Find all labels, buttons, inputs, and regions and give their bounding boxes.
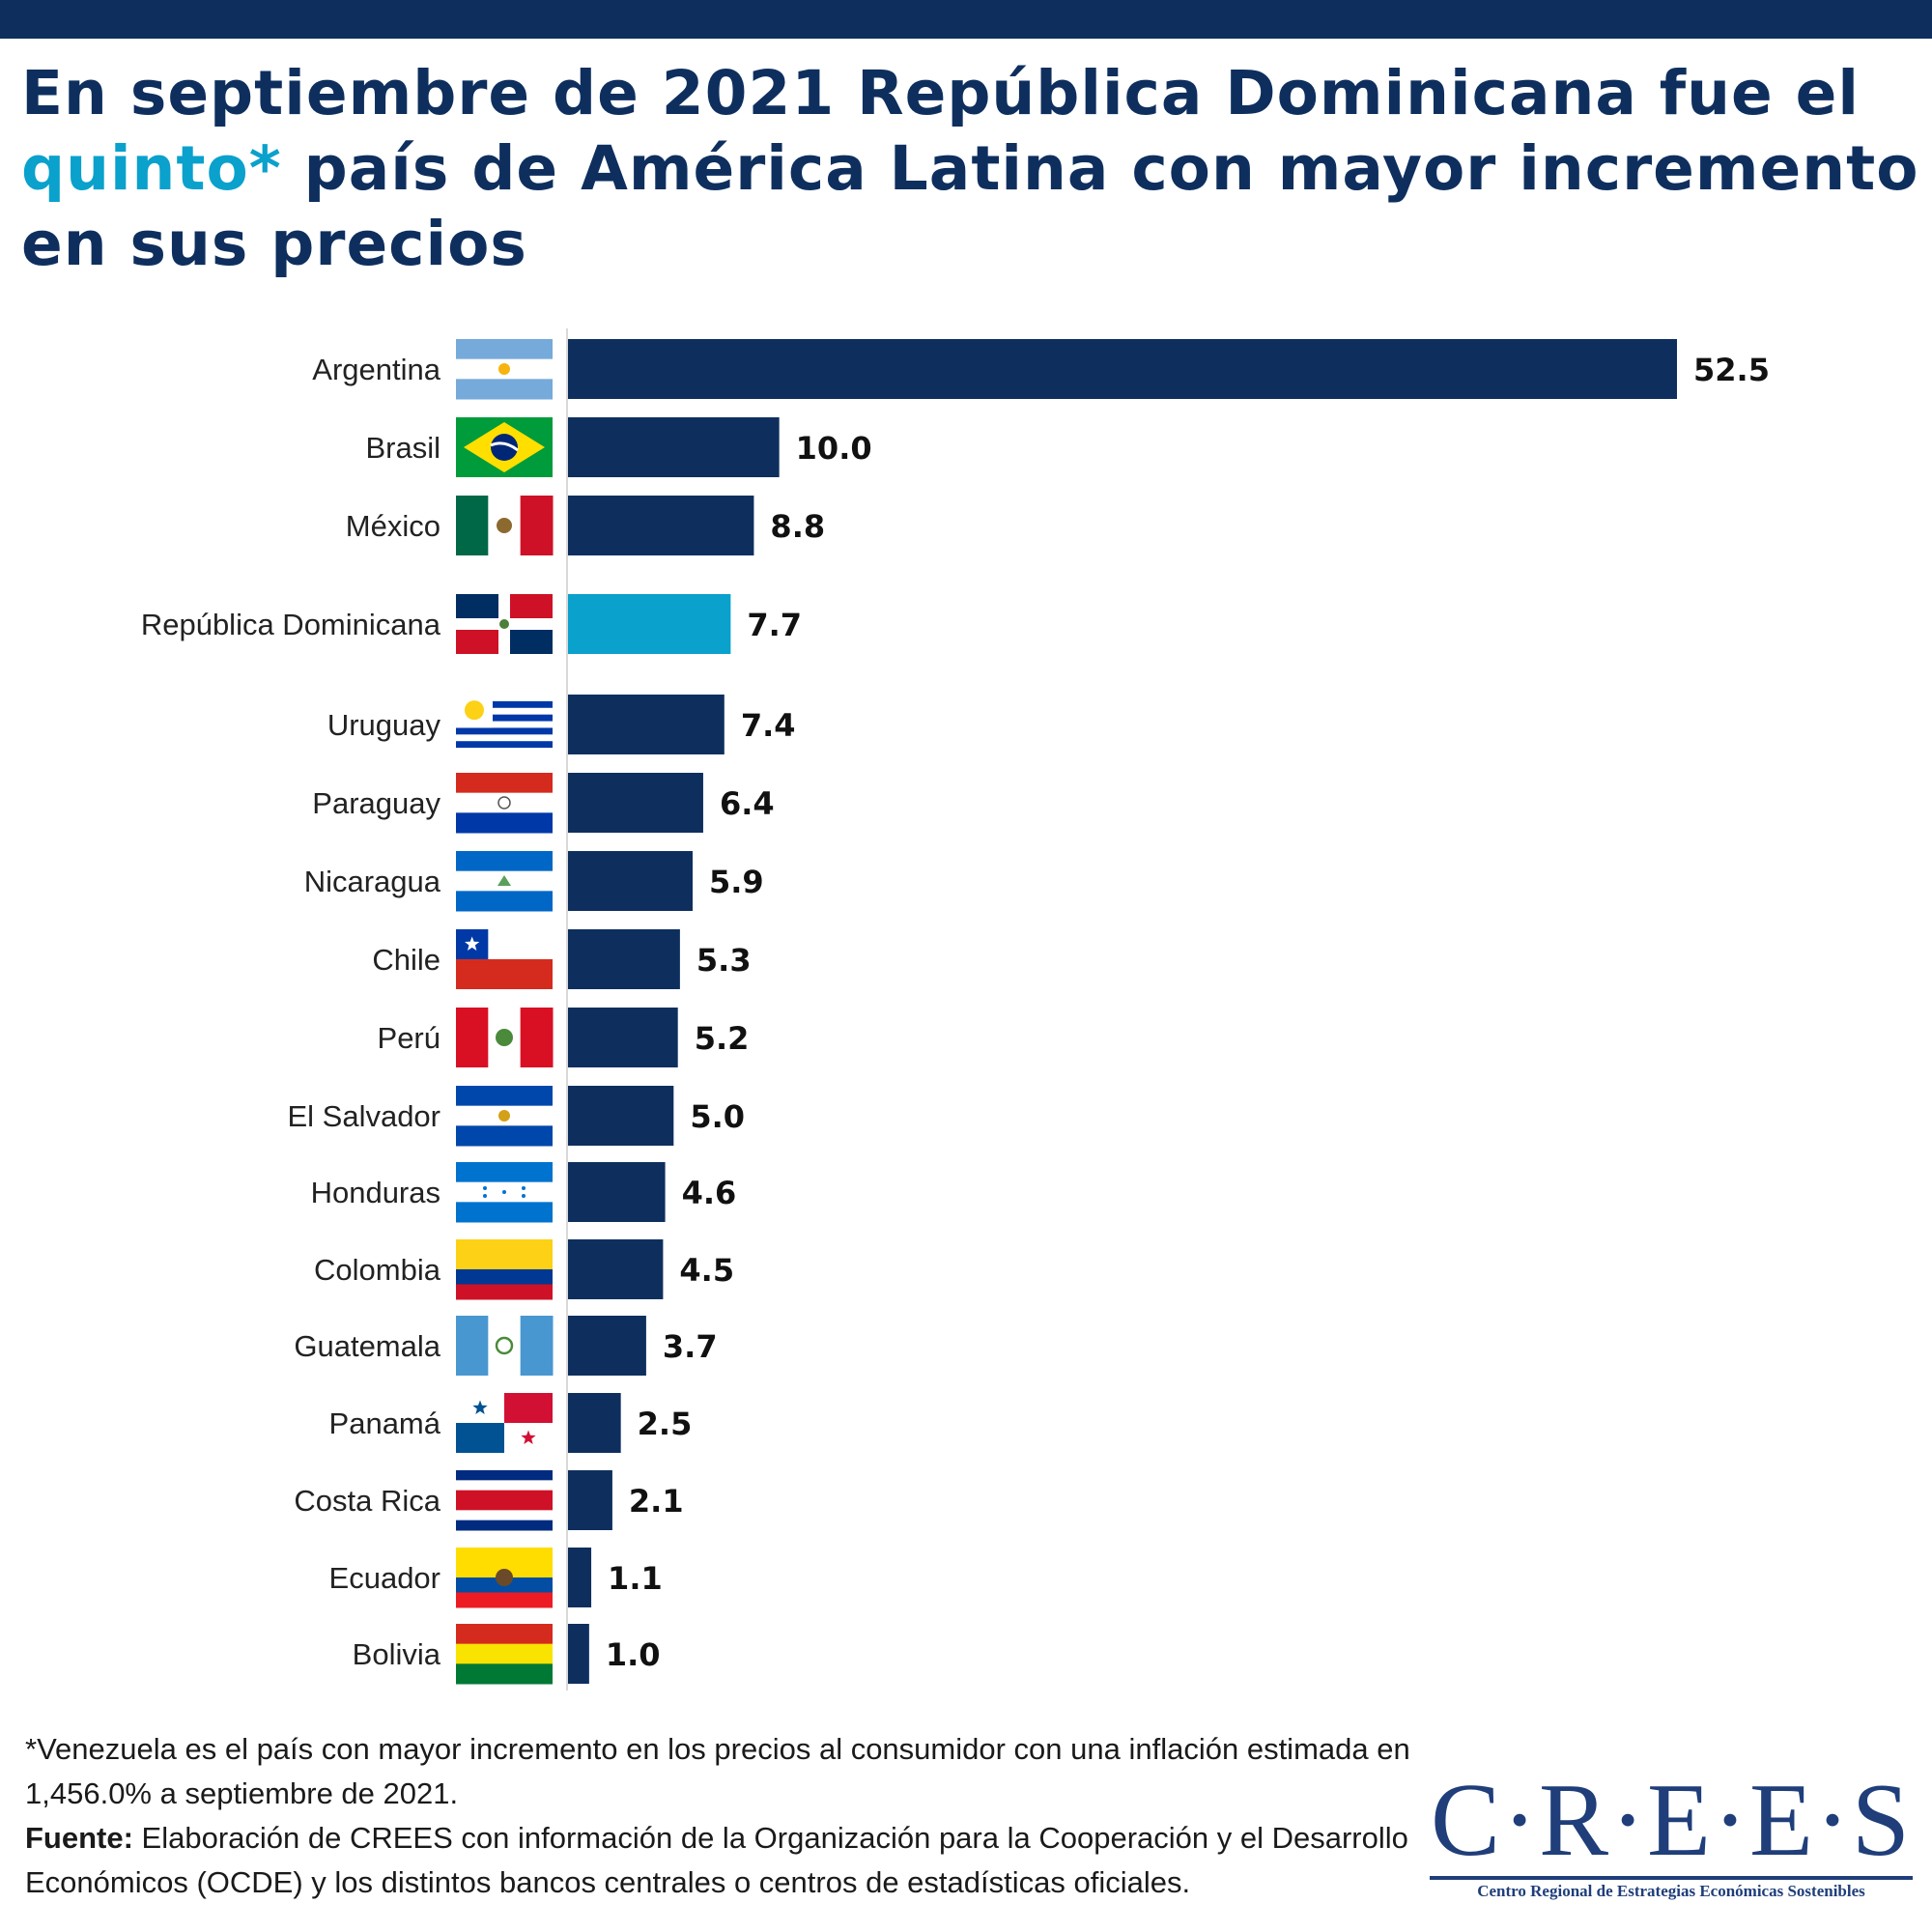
bar xyxy=(568,496,754,555)
source-text: Elaboración de CREES con información de … xyxy=(25,1821,1408,1899)
bar xyxy=(568,1162,666,1222)
bar xyxy=(568,1624,589,1684)
guatemala-flag-icon xyxy=(456,1316,554,1376)
mexico-flag-icon xyxy=(456,496,554,555)
value-label: 52.5 xyxy=(1693,352,1770,388)
value-label: 6.4 xyxy=(720,785,775,822)
bar xyxy=(568,773,703,833)
title-line-2: país de América Latina con mayor increme… xyxy=(281,133,1919,204)
title-line-3: en sus precios xyxy=(21,209,527,279)
country-label: Uruguay xyxy=(327,708,441,742)
bar xyxy=(568,1393,621,1453)
uruguay-flag-icon xyxy=(456,695,553,755)
value-label: 5.9 xyxy=(709,864,764,900)
top-band xyxy=(0,0,1932,39)
bar xyxy=(568,1239,664,1299)
value-label: 10.0 xyxy=(796,430,872,467)
honduras-flag-icon xyxy=(456,1162,553,1223)
country-label: Colombia xyxy=(314,1253,441,1287)
bar-highlight xyxy=(568,594,731,654)
country-label: Nicaragua xyxy=(304,865,441,898)
argentina-flag-icon xyxy=(456,339,553,400)
value-label: 5.0 xyxy=(690,1098,745,1135)
dominican-republic-flag-icon xyxy=(456,594,553,654)
country-label: República Dominicana xyxy=(141,608,441,641)
peru-flag-icon xyxy=(456,1008,554,1067)
el-salvador-flag-icon xyxy=(456,1086,553,1147)
logo-wordmark: C·R·E·E·S xyxy=(1431,1763,1912,1878)
bar xyxy=(568,1008,678,1067)
brazil-flag-icon xyxy=(456,417,553,477)
footnote-source: Fuente: Elaboración de CREES con informa… xyxy=(25,1816,1416,1905)
country-label: Honduras xyxy=(311,1176,440,1209)
value-label: 1.1 xyxy=(608,1560,663,1597)
bar xyxy=(568,851,694,911)
value-label: 7.4 xyxy=(741,707,796,744)
bar xyxy=(568,695,724,754)
bar xyxy=(568,929,680,989)
colombia-flag-icon xyxy=(456,1239,553,1300)
bar xyxy=(568,1086,674,1146)
bolivia-flag-icon xyxy=(456,1624,553,1685)
country-label: Costa Rica xyxy=(294,1484,440,1518)
bar xyxy=(568,1548,592,1607)
value-label: 2.5 xyxy=(638,1406,693,1442)
value-label: 8.8 xyxy=(770,508,825,545)
footnote-venezuela: *Venezuela es el país con mayor incremen… xyxy=(25,1732,1410,1810)
value-label: 5.2 xyxy=(695,1020,750,1057)
value-label: 4.5 xyxy=(679,1252,734,1289)
country-label: Argentina xyxy=(312,353,440,386)
country-label: Paraguay xyxy=(312,786,440,820)
nicaragua-flag-icon xyxy=(456,851,553,912)
value-label: 3.7 xyxy=(663,1328,718,1365)
logo-rule xyxy=(1430,1876,1913,1880)
value-label: 5.3 xyxy=(696,942,752,979)
country-label: Chile xyxy=(372,943,440,977)
chile-flag-icon xyxy=(456,929,553,989)
country-label: Ecuador xyxy=(329,1561,440,1595)
costa-rica-flag-icon xyxy=(456,1470,553,1531)
value-label: 4.6 xyxy=(682,1175,737,1211)
bar xyxy=(568,339,1677,399)
bar-chart: Argentina 52.5 Brasil 10.0 México 8.8 Repúblic… xyxy=(141,328,1770,1690)
bar xyxy=(568,1470,612,1530)
country-label: Bolivia xyxy=(353,1637,441,1671)
title-line-1: En septiembre de 2021 República Dominica… xyxy=(21,58,1861,128)
bar xyxy=(568,1316,646,1376)
country-label: Panamá xyxy=(329,1406,441,1440)
crees-logo: C·R·E·E·S Centro Regional de Estrategias… xyxy=(1430,1768,1913,1913)
footnote: *Venezuela es el país con mayor incremen… xyxy=(25,1727,1416,1905)
country-label: Brasil xyxy=(365,431,440,465)
country-label: Guatemala xyxy=(294,1329,440,1363)
bar xyxy=(568,417,780,477)
paraguay-flag-icon xyxy=(456,773,553,834)
country-label: México xyxy=(346,509,440,543)
country-label: El Salvador xyxy=(287,1099,440,1133)
value-label: 2.1 xyxy=(629,1483,684,1520)
logo-subtitle: Centro Regional de Estrategias Económica… xyxy=(1477,1882,1865,1900)
value-label: 7.7 xyxy=(747,607,802,643)
country-label: Perú xyxy=(378,1021,440,1055)
title-highlight: quinto* xyxy=(21,133,282,204)
source-label: Fuente: xyxy=(25,1821,133,1855)
value-label: 1.0 xyxy=(606,1636,661,1673)
ecuador-flag-icon xyxy=(456,1548,553,1608)
chart-title: En septiembre de 2021 República Dominica… xyxy=(21,56,1929,282)
panama-flag-icon xyxy=(456,1393,553,1453)
